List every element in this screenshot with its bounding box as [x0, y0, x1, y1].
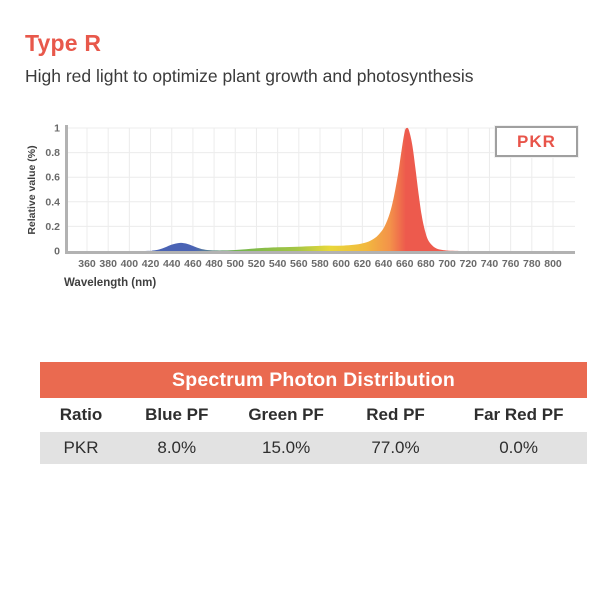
col-header-blue-pf: Blue PF: [145, 404, 209, 424]
col-header-green-pf: Green PF: [248, 404, 324, 424]
y-tick-label: 0.2: [45, 221, 60, 233]
x-tick-label: 400: [121, 258, 139, 270]
x-tick-label: 440: [163, 258, 181, 270]
x-tick-label: 780: [523, 258, 541, 270]
table-title: Spectrum Photon Distribution: [40, 362, 587, 398]
cell-red-pf: 77.0%: [371, 438, 420, 457]
col-header-far-red-pf: Far Red PF: [473, 404, 564, 424]
x-tick-label: 700: [438, 258, 456, 270]
spectrum-table: Spectrum Photon Distribution Ratio Blue …: [40, 362, 587, 464]
spectrum-chart: 0 0.2 0.4 0.6 0.8 1 360 380 400 420 440 460 480 500 52…: [0, 105, 600, 305]
x-tick-label: 360: [78, 258, 96, 270]
x-tick-label: 800: [544, 258, 562, 270]
page-subtitle: High red light to optimize plant growth …: [25, 66, 474, 86]
table-header-row: Ratio Blue PF Green PF Red PF Far Red PF: [40, 399, 587, 430]
x-tick-label: 760: [502, 258, 520, 270]
page-title: Type R: [25, 30, 102, 56]
x-tick-label: 580: [311, 258, 329, 270]
cell-green-pf: 15.0%: [262, 438, 311, 457]
y-tick-label: 0.4: [45, 196, 60, 208]
y-tick-label: 0.8: [45, 147, 60, 159]
x-tick-label: 540: [269, 258, 287, 270]
col-header-ratio: Ratio: [59, 404, 103, 424]
x-tick-label: 600: [332, 258, 350, 270]
y-axis-title: Relative value (%): [26, 145, 38, 235]
x-axis-title: Wavelength (nm): [64, 277, 157, 289]
x-tick-label: 500: [227, 258, 245, 270]
x-tick-label: 660: [396, 258, 414, 270]
x-tick-label: 460: [184, 258, 202, 270]
col-header-red-pf: Red PF: [366, 404, 425, 424]
cell-far-red-pf: 0.0%: [499, 438, 538, 457]
x-tick-label: 740: [481, 258, 499, 270]
x-tick-label: 720: [460, 258, 478, 270]
x-tick-label: 620: [354, 258, 372, 270]
cell-ratio: PKR: [63, 438, 99, 457]
x-tick-label: 420: [142, 258, 160, 270]
y-tick-label: 1: [54, 123, 60, 135]
x-tick-label: 680: [417, 258, 435, 270]
x-tick-label: 560: [290, 258, 308, 270]
y-tick-label: 0: [54, 246, 60, 258]
y-tick-label: 0.6: [45, 172, 60, 184]
x-tick-label: 640: [375, 258, 393, 270]
chart-legend: PKR: [495, 126, 578, 157]
x-tick-label: 480: [205, 258, 223, 270]
spectrum-chart-canvas: 0 0.2 0.4 0.6 0.8 1 360 380 400 420 440 460 480 500 52…: [45, 123, 575, 270]
table-row: PKR 8.0% 15.0% 77.0% 0.0%: [40, 432, 587, 464]
x-tick-label: 380: [99, 258, 117, 270]
chart-legend-label: PKR: [517, 131, 556, 151]
x-tick-label: 520: [248, 258, 266, 270]
cell-blue-pf: 8.0%: [157, 438, 197, 457]
